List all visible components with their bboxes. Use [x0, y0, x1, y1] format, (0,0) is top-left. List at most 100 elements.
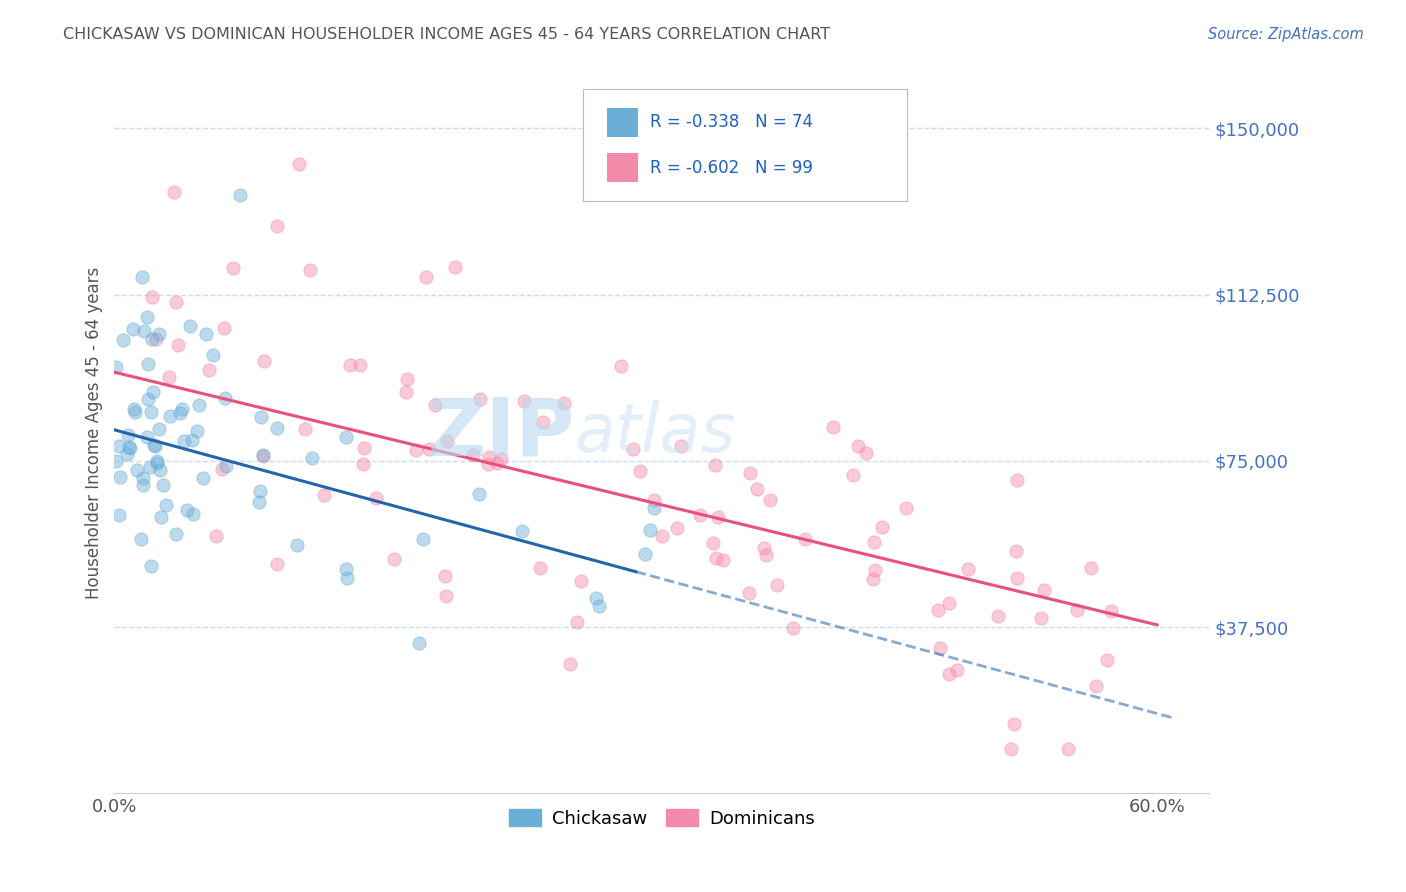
Chickasaw [643, 501, 665, 516]
Dominicans [287, 157, 309, 171]
Chickasaw [132, 324, 155, 338]
Y-axis label: Householder Income Ages 45 - 64 years: Householder Income Ages 45 - 64 years [86, 267, 103, 599]
Dominicans [929, 640, 952, 655]
Dominicans [846, 439, 869, 453]
Dominicans [782, 621, 804, 635]
Chickasaw [135, 310, 157, 324]
Chickasaw [173, 434, 195, 448]
Dominicans [957, 562, 980, 576]
Chickasaw [145, 456, 167, 470]
Dominicans [1097, 653, 1119, 667]
Dominicans [745, 482, 768, 496]
Dominicans [565, 615, 588, 629]
Dominicans [938, 596, 960, 610]
Chickasaw [510, 524, 533, 539]
Dominicans [671, 439, 693, 453]
Chickasaw [107, 439, 129, 453]
Chickasaw [149, 463, 172, 477]
Dominicans [266, 219, 288, 233]
Chickasaw [148, 326, 170, 341]
Dominicans [927, 603, 949, 617]
Dominicans [553, 396, 575, 410]
Dominicans [713, 553, 735, 567]
Chickasaw [136, 357, 159, 371]
Chickasaw [638, 523, 661, 537]
Dominicans [1033, 583, 1056, 598]
Dominicans [478, 450, 501, 464]
Chickasaw [169, 406, 191, 420]
Chickasaw [285, 538, 308, 552]
Text: R = -0.602   N = 99: R = -0.602 N = 99 [650, 159, 813, 177]
Dominicans [1057, 742, 1080, 756]
Chickasaw [122, 322, 145, 336]
Chickasaw [202, 348, 225, 362]
Chickasaw [122, 401, 145, 416]
Dominicans [863, 534, 886, 549]
Dominicans [405, 442, 427, 457]
Dominicans [418, 442, 440, 456]
Chickasaw [588, 599, 610, 613]
Text: R = -0.338   N = 74: R = -0.338 N = 74 [650, 113, 813, 131]
Chickasaw [138, 459, 160, 474]
Dominicans [529, 561, 551, 575]
Dominicans [425, 398, 447, 412]
Chickasaw [105, 359, 128, 374]
Chickasaw [120, 441, 142, 455]
Chickasaw [170, 402, 193, 417]
Chickasaw [215, 458, 238, 473]
Chickasaw [145, 454, 167, 468]
Chickasaw [214, 392, 236, 406]
Dominicans [855, 446, 877, 460]
Dominicans [396, 372, 419, 386]
Chickasaw [408, 635, 430, 649]
Dominicans [477, 457, 499, 471]
Dominicans [752, 541, 775, 555]
Chickasaw [124, 405, 146, 419]
Dominicans [759, 493, 782, 508]
Dominicans [765, 578, 787, 592]
Dominicans [702, 536, 724, 550]
Chickasaw [179, 319, 201, 334]
Dominicans [436, 434, 458, 448]
Dominicans [531, 415, 554, 429]
Dominicans [1029, 611, 1052, 625]
Dominicans [468, 392, 491, 406]
Chickasaw [252, 448, 274, 462]
Legend: Chickasaw, Dominicans: Chickasaw, Dominicans [502, 802, 823, 835]
Dominicans [434, 589, 457, 603]
Chickasaw [176, 502, 198, 516]
Chickasaw [585, 591, 607, 605]
Dominicans [1099, 604, 1122, 618]
Chickasaw [165, 527, 187, 541]
Dominicans [689, 508, 711, 522]
Dominicans [621, 442, 644, 456]
Dominicans [707, 510, 730, 524]
Text: atlas: atlas [574, 401, 735, 467]
Dominicans [569, 574, 592, 588]
Chickasaw [150, 510, 173, 524]
Chickasaw [139, 405, 162, 419]
Dominicans [266, 557, 288, 571]
Chickasaw [186, 424, 208, 438]
Dominicans [643, 493, 665, 508]
Chickasaw [142, 385, 165, 400]
Dominicans [339, 359, 361, 373]
Dominicans [212, 321, 235, 335]
Chickasaw [195, 327, 218, 342]
Chickasaw [117, 427, 139, 442]
Text: CHICKASAW VS DOMINICAN HOUSEHOLDER INCOME AGES 45 - 64 YEARS CORRELATION CHART: CHICKASAW VS DOMINICAN HOUSEHOLDER INCOM… [63, 27, 831, 42]
Chickasaw [141, 332, 163, 346]
Dominicans [349, 358, 371, 372]
Dominicans [1066, 603, 1088, 617]
Dominicans [1007, 571, 1029, 585]
Dominicans [221, 260, 243, 275]
Chickasaw [136, 392, 159, 406]
Dominicans [704, 551, 727, 566]
Dominicans [415, 270, 437, 285]
Dominicans [794, 532, 817, 546]
Dominicans [1002, 717, 1025, 731]
Dominicans [513, 394, 536, 409]
Dominicans [211, 461, 233, 475]
Dominicans [163, 186, 186, 200]
Dominicans [1084, 680, 1107, 694]
